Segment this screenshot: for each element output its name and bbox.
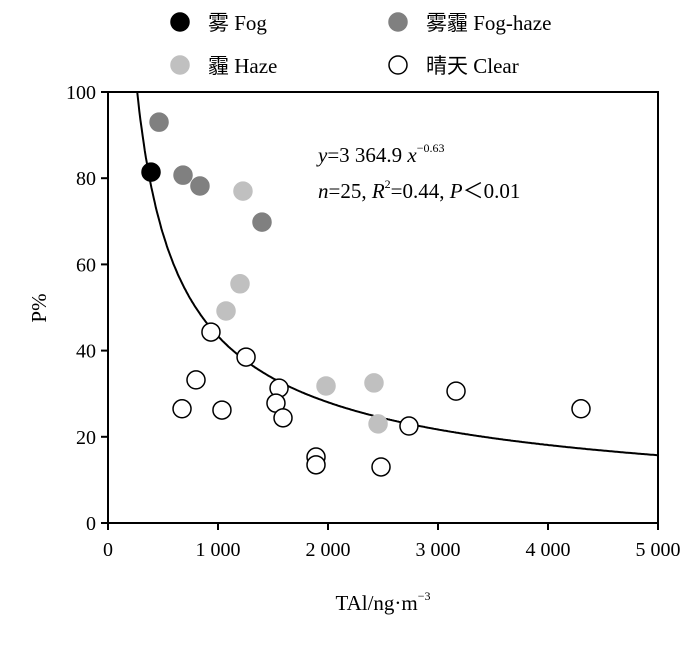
equation-annotation: y=3 364.9 x−0.63 <box>316 141 445 167</box>
legend-marker <box>170 55 190 75</box>
data-point-clear <box>399 416 419 436</box>
y-tick-label: 80 <box>76 168 96 190</box>
legend-label: 雾霾 Fog-haze <box>426 11 551 35</box>
axis-ticks: 0 1 000 2 000 3 000 4 000 5 000 0 20 40 60 80 100 <box>66 82 681 561</box>
data-point-fog <box>141 162 161 182</box>
x-tick-label: 3 000 <box>416 539 461 561</box>
data-point-haze <box>216 301 236 321</box>
legend-label: 霾 Haze <box>208 54 277 78</box>
data-point-haze <box>316 376 336 396</box>
data-point-clear <box>306 455 326 475</box>
data-point-clear <box>172 399 192 419</box>
fit-curve <box>136 91 658 457</box>
legend-marker <box>388 12 408 32</box>
data-point-clear <box>186 370 206 390</box>
data-point-haze <box>364 373 384 393</box>
data-point-clear <box>371 457 391 477</box>
data-point-clear <box>212 400 232 420</box>
y-tick-label: 20 <box>76 427 96 449</box>
data-point-haze <box>230 274 250 294</box>
legend-label: 雾 Fog <box>208 11 267 35</box>
data-point-fog-haze <box>149 112 169 132</box>
data-point-clear <box>236 347 256 367</box>
y-axis-label: P% <box>27 293 51 322</box>
data-point-clear <box>273 408 293 428</box>
data-points <box>141 112 591 477</box>
x-tick-label: 2 000 <box>306 539 351 561</box>
x-tick-label: 4 000 <box>526 539 571 561</box>
legend-marker <box>388 55 408 75</box>
data-point-haze <box>368 414 388 434</box>
data-point-clear <box>201 322 221 342</box>
data-point-clear <box>571 399 591 419</box>
x-tick-label: 5 000 <box>636 539 681 561</box>
x-tick-label: 0 <box>103 539 113 561</box>
legend: 雾 Fog 雾霾 Fog-haze 霾 Haze 晴天 Clear <box>170 11 551 78</box>
legend-label: 晴天 Clear <box>426 54 519 78</box>
x-axis-label: TAl/ng·m−3 <box>335 589 430 615</box>
data-point-fog-haze <box>190 176 210 196</box>
data-point-fog-haze <box>173 165 193 185</box>
y-tick-label: 40 <box>76 341 96 363</box>
y-tick-label: 0 <box>86 513 96 535</box>
y-tick-label: 100 <box>66 82 96 104</box>
legend-marker <box>170 12 190 32</box>
stats-annotation: n=25, R2=0.44, P＜0.01 <box>318 177 520 203</box>
x-tick-label: 1 000 <box>196 539 241 561</box>
data-point-haze <box>233 181 253 201</box>
data-point-clear <box>446 381 466 401</box>
plot-frame <box>107 91 659 524</box>
y-tick-label: 60 <box>76 254 96 276</box>
data-point-fog-haze <box>252 212 272 232</box>
